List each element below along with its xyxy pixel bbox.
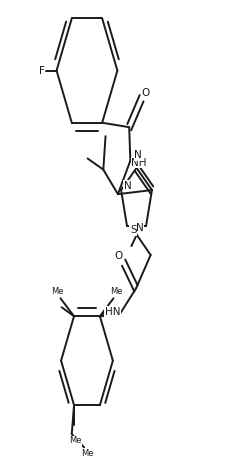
Text: NH: NH [131, 158, 146, 168]
Text: Me: Me [51, 287, 63, 296]
Text: Me: Me [81, 449, 93, 458]
Text: N: N [134, 150, 142, 160]
Text: Me: Me [110, 287, 123, 296]
Text: Me: Me [69, 436, 81, 445]
Text: O: O [114, 251, 122, 261]
Text: S: S [129, 225, 136, 235]
Text: HN: HN [104, 307, 120, 316]
Text: F: F [39, 65, 45, 76]
Text: O: O [141, 88, 149, 98]
Text: N: N [135, 223, 143, 233]
Text: N: N [123, 180, 131, 191]
